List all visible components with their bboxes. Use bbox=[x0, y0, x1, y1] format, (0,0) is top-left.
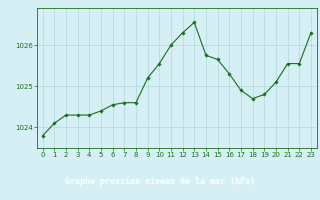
Text: Graphe pression niveau de la mer (hPa): Graphe pression niveau de la mer (hPa) bbox=[65, 178, 255, 186]
